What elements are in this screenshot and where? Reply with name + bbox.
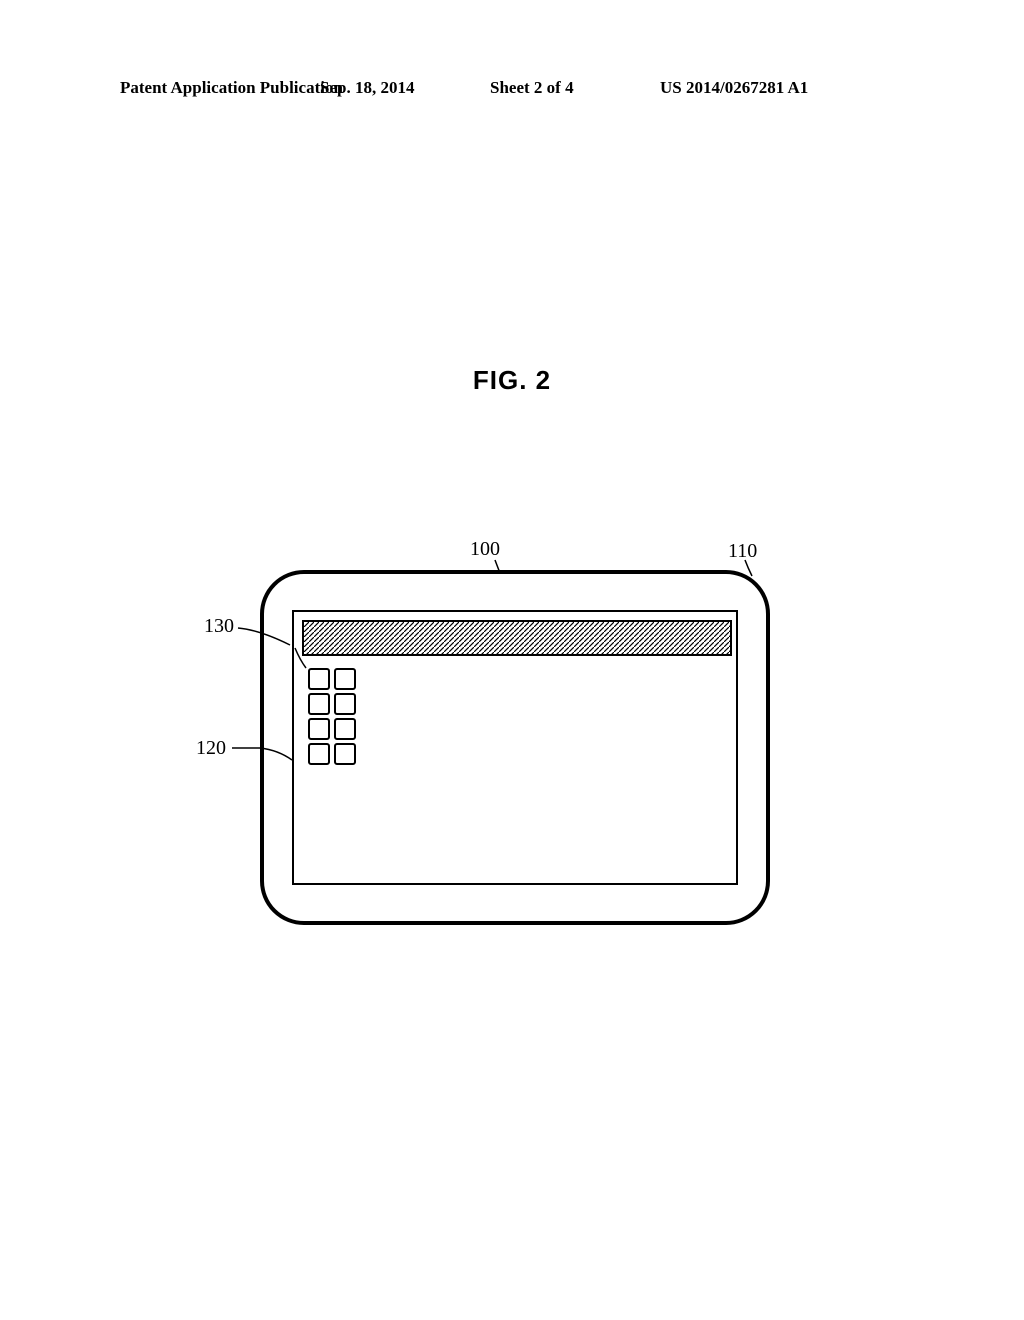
figure-drawing <box>260 570 770 925</box>
app-icon <box>308 743 330 765</box>
page-header: Patent Application Publication Sep. 18, … <box>0 78 1024 98</box>
app-icon <box>334 668 356 690</box>
icon-row <box>308 668 356 690</box>
icon-grid <box>308 668 356 768</box>
header-date: Sep. 18, 2014 <box>320 78 414 98</box>
hatch-fill-icon <box>304 622 730 654</box>
ref-label-110: 110 <box>728 540 757 563</box>
icon-row <box>308 693 356 715</box>
ref-label-130: 130 <box>204 615 234 638</box>
figure-title: FIG. 2 <box>0 365 1024 396</box>
app-icon <box>334 718 356 740</box>
icon-row <box>308 718 356 740</box>
app-icon <box>334 743 356 765</box>
app-icon <box>334 693 356 715</box>
header-publication: Patent Application Publication <box>120 78 343 98</box>
header-sheet: Sheet 2 of 4 <box>490 78 574 98</box>
ref-label-100: 100 <box>470 538 500 561</box>
header-pubnum: US 2014/0267281 A1 <box>660 78 808 98</box>
toolbar-region <box>302 620 732 656</box>
ref-label-120: 120 <box>196 737 226 760</box>
app-icon <box>308 668 330 690</box>
device-screen <box>292 610 738 885</box>
app-icon <box>308 718 330 740</box>
app-icon <box>308 693 330 715</box>
icon-row <box>308 743 356 765</box>
